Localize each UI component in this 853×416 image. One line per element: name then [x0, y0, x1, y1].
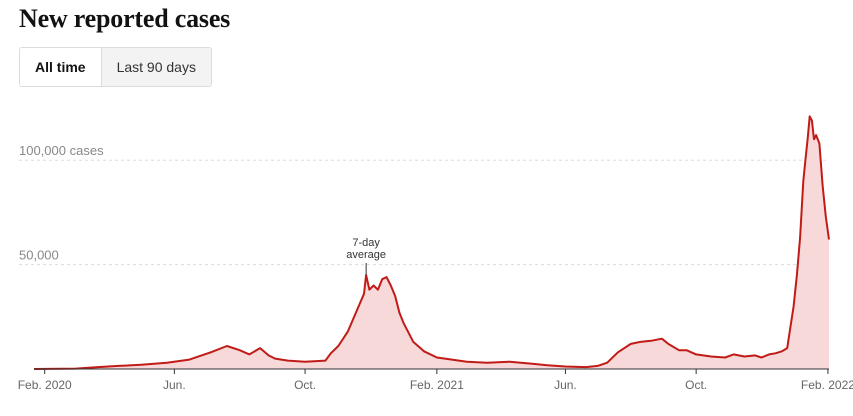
seven-day-average-line — [33, 115, 830, 370]
range-toggle: All time Last 90 days — [19, 47, 212, 87]
x-tick-label: Feb. 2020 — [18, 378, 72, 392]
x-tick-label: Jun. — [554, 378, 577, 392]
x-axis-ticks: Feb. 2020 Jun. Oct. Feb. 2021 Jun. Oct. Feb. 2… — [18, 369, 853, 392]
x-tick-label: Feb. 2021 — [410, 378, 464, 392]
x-tick-label: Oct. — [294, 378, 316, 392]
annotation: 7-day average — [346, 237, 386, 276]
grid-layer — [19, 159, 829, 266]
all-time-button[interactable]: All time — [20, 48, 101, 86]
y-tick-label: 50,000 — [19, 248, 59, 263]
x-tick-label: Oct. — [685, 378, 707, 392]
page-title: New reported cases — [19, 4, 231, 33]
y-tick-label: 100,000 cases — [19, 143, 104, 158]
annotation-label-line2: average — [346, 249, 386, 261]
x-tick-label: Jun. — [163, 378, 186, 392]
annotation-label-line1: 7-day — [352, 237, 380, 249]
x-tick-label: Feb. 2022 — [801, 378, 853, 392]
y-axis-ticks: 50,000 100,000 cases — [19, 143, 104, 262]
last-90-days-button[interactable]: Last 90 days — [100, 48, 211, 86]
area-fill — [34, 116, 829, 370]
